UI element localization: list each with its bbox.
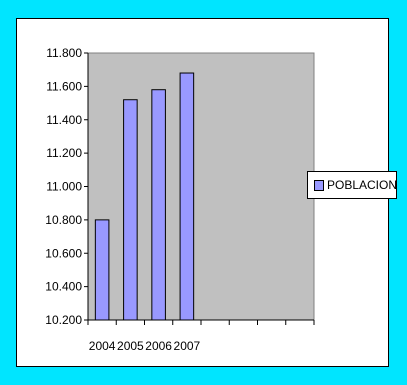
bar (179, 72, 195, 321)
legend-label: POBLACION (327, 178, 398, 192)
bar (151, 89, 166, 321)
y-tick-label: 11.200 (46, 146, 82, 160)
x-tick-label: 2007 (174, 339, 201, 353)
y-tick-label: 10.800 (45, 213, 82, 227)
legend: POBLACION (307, 171, 397, 199)
y-tick-label: 10.400 (45, 280, 82, 294)
x-tick-label: 2005 (117, 339, 144, 353)
y-tick-label: 11.000 (46, 180, 82, 194)
bar (123, 99, 138, 321)
y-tick-label: 11.600 (46, 79, 82, 93)
plot-area (87, 52, 315, 321)
x-tick-label: 2004 (89, 339, 116, 353)
y-tick-label: 11.400 (46, 113, 82, 127)
y-tick-label: 11.800 (46, 46, 82, 60)
legend-swatch (314, 179, 324, 191)
y-tick-label: 10.600 (45, 246, 82, 260)
y-tick-label: 10.200 (45, 313, 82, 327)
x-tick-label: 2006 (145, 339, 172, 353)
bar (94, 219, 110, 321)
